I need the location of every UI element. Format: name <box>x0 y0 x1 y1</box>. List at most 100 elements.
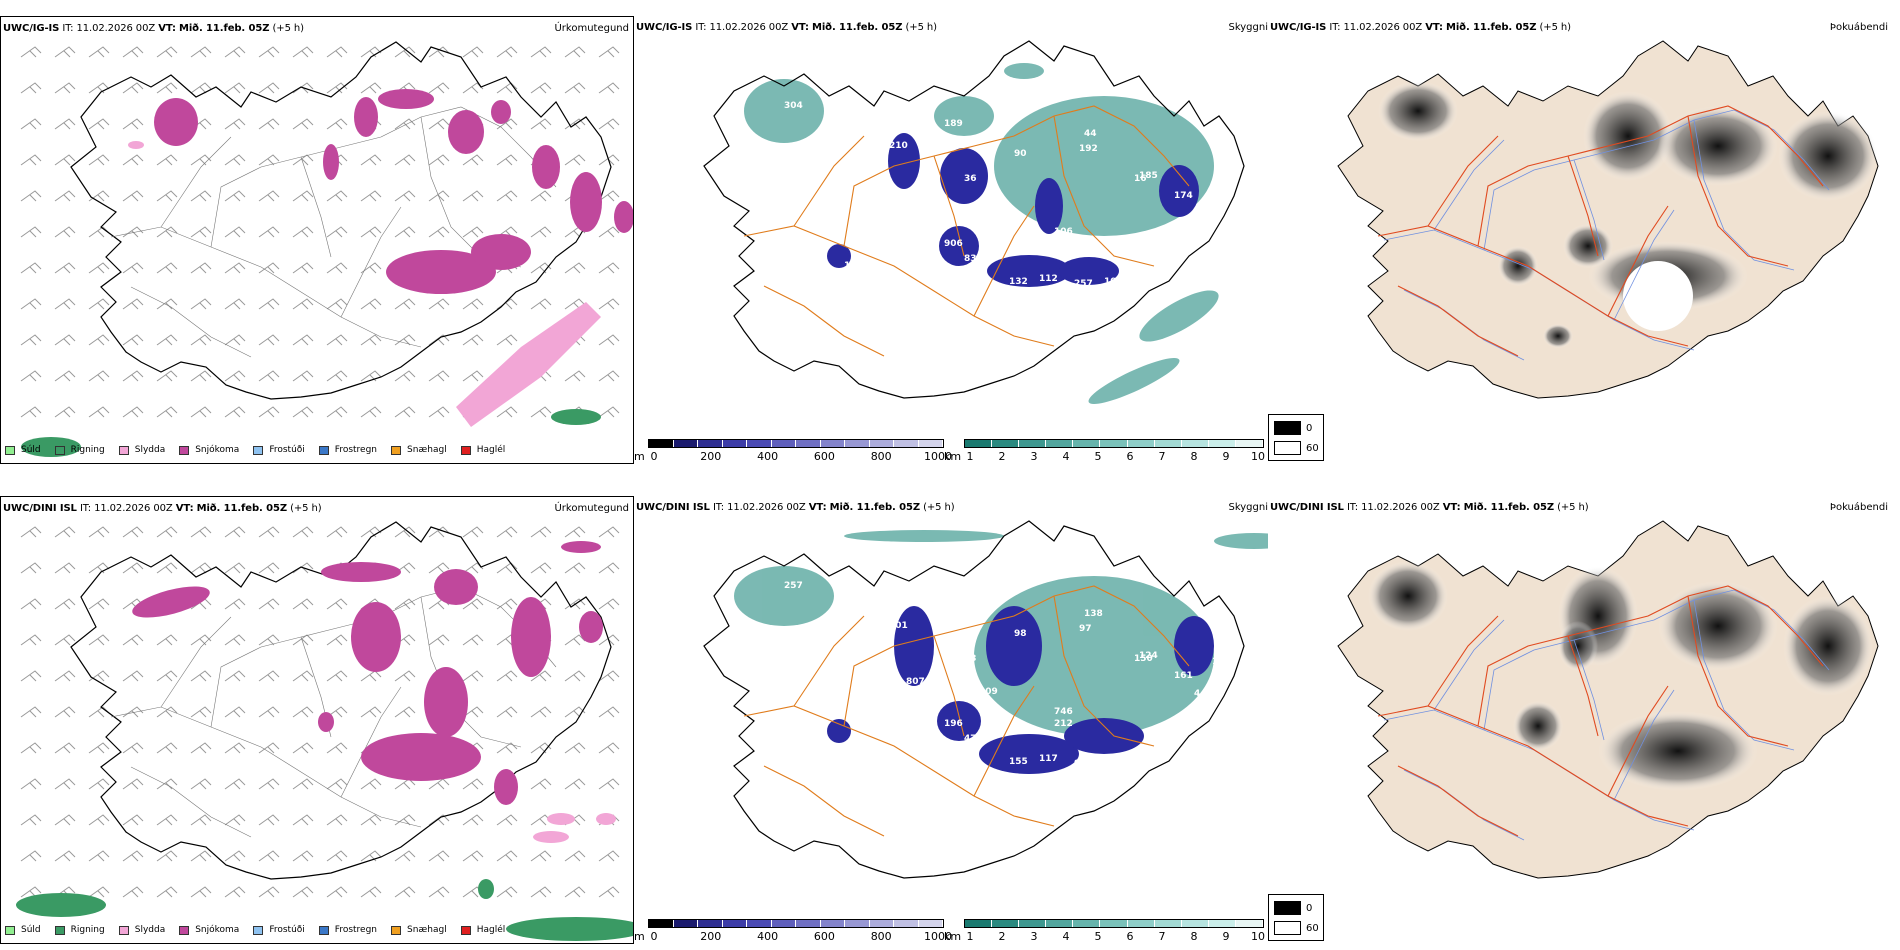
wind-barb <box>394 850 416 862</box>
wind-barb <box>428 226 450 238</box>
visibility-colorbar-bar <box>964 919 1264 928</box>
wind-barb <box>292 706 314 718</box>
wind-barb <box>20 262 42 274</box>
wind-barb <box>326 598 348 610</box>
wind-barb <box>360 334 382 346</box>
visibility-panel-bottom: UWC/DINI ISL IT: 11.02.2026 00Z VT: Mið.… <box>634 496 1268 944</box>
wind-barb <box>428 814 450 826</box>
wind-barb <box>224 526 246 538</box>
wind-barb <box>564 154 586 166</box>
visibility-colorbar-bar <box>964 439 1264 448</box>
ceiling-value-label: 174 <box>1174 191 1193 201</box>
panel-header: UWC/IG-IS IT: 11.02.2026 00Z VT: Mið. 11… <box>1270 22 1571 33</box>
sleet-areas <box>128 141 601 427</box>
wind-barb <box>156 850 178 862</box>
fog-legend: 0 60 <box>1268 414 1324 461</box>
wind-barb <box>224 226 246 238</box>
wind-barb <box>428 526 450 538</box>
colorbar-tick-label: 3 <box>1030 450 1038 463</box>
wind-barb <box>54 850 76 862</box>
wind-barb <box>598 262 620 274</box>
ceiling-colorbar: m 0 200 400 600 800 1000 <box>634 919 952 943</box>
wind-barb <box>122 670 144 682</box>
wind-barb <box>598 82 620 94</box>
colorbar-segment <box>796 440 821 447</box>
wind-barb <box>190 46 212 58</box>
wind-barb <box>190 262 212 274</box>
wind-barb <box>428 634 450 646</box>
wind-barb <box>54 598 76 610</box>
wind-barb <box>326 262 348 274</box>
param-title: Úrkomutegund <box>554 23 629 34</box>
colorbar-segment <box>992 440 1020 447</box>
wind-barb <box>224 406 246 418</box>
wind-barb <box>224 334 246 346</box>
wind-barb <box>496 406 518 418</box>
legend-swatch <box>460 445 471 455</box>
wind-barb <box>530 226 552 238</box>
wind-barb <box>564 886 586 898</box>
wind-barb <box>598 670 620 682</box>
wind-barb <box>292 226 314 238</box>
ceiling-value-label: 124 <box>1139 651 1158 661</box>
wind-barb <box>54 778 76 790</box>
wind-barb <box>496 814 518 826</box>
wind-barb <box>326 634 348 646</box>
wind-barb <box>54 706 76 718</box>
colorbar-segment <box>1208 440 1236 447</box>
wind-barb <box>530 706 552 718</box>
wind-barb <box>156 298 178 310</box>
wind-barb <box>462 370 484 382</box>
precip-map <box>16 521 633 941</box>
param-title: Skyggni <box>1228 22 1268 33</box>
ceiling-value-label: 99 <box>1074 759 1087 769</box>
wind-barb <box>20 778 42 790</box>
wind-barb <box>360 82 382 94</box>
ceiling-value-label: 93 <box>1064 789 1077 799</box>
colorbar-tick-label: 2 <box>998 930 1006 943</box>
ceiling-value-label: 301 <box>889 621 908 631</box>
wind-barb <box>462 706 484 718</box>
wind-barb <box>326 706 348 718</box>
legend-item: Snæhagl <box>391 925 447 935</box>
wind-barb <box>20 706 42 718</box>
colorbar-tick-label: 600 <box>813 930 835 943</box>
wind-barb <box>292 670 314 682</box>
wind-barb <box>54 670 76 682</box>
fog-panel-top: UWC/IG-IS IT: 11.02.2026 00Z VT: Mið. 11… <box>1268 16 1900 464</box>
colorbar-segment <box>1100 440 1128 447</box>
legend-item: Snæhagl <box>391 445 447 455</box>
legend-swatch <box>253 445 264 455</box>
wind-barb <box>394 46 416 58</box>
colorbar-segment <box>992 920 1020 927</box>
colorbar-segment <box>1127 440 1155 447</box>
legend-item: Haglél <box>460 925 505 935</box>
wind-barb <box>530 742 552 754</box>
legend-label: Rigning <box>70 445 105 455</box>
legend-item: Frostúði <box>253 925 305 935</box>
ceiling-value-label: 132 <box>1009 277 1028 287</box>
wind-barb <box>360 778 382 790</box>
wind-barb <box>360 706 382 718</box>
legend-label: Haglél <box>476 445 506 455</box>
wind-barb <box>598 298 620 310</box>
wind-barb <box>224 298 246 310</box>
wind-barb <box>122 226 144 238</box>
wind-barb <box>326 334 348 346</box>
wind-barb <box>88 46 110 58</box>
wind-barb <box>564 46 586 58</box>
ceiling-value-label: 104 <box>1104 277 1123 287</box>
ceiling-value-label: 127 <box>906 197 925 207</box>
ceiling-value-label: 210 <box>889 141 908 151</box>
wind-barb <box>530 886 552 898</box>
wind-barb <box>20 154 42 166</box>
colorbar-segment <box>918 440 943 447</box>
colorbar-segment <box>1208 920 1236 927</box>
legend-swatch <box>54 925 65 935</box>
wind-barb <box>54 46 76 58</box>
wind-barb <box>224 190 246 202</box>
colorbar-tick-label: 9 <box>1222 450 1230 463</box>
ceiling-value-label: 194 <box>844 741 863 751</box>
legend-label: Slydda <box>134 925 166 935</box>
wind-barb <box>326 46 348 58</box>
